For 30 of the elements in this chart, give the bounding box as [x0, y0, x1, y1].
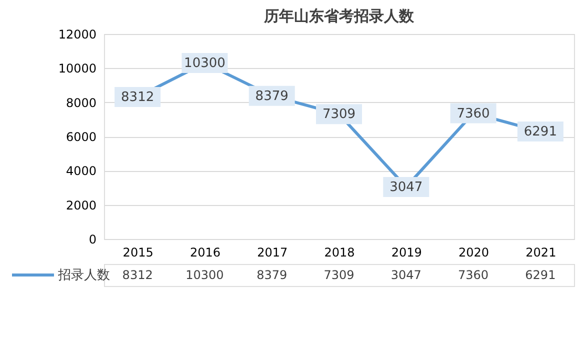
data-label: 7309	[324, 268, 354, 282]
data-label: 3047	[390, 268, 422, 282]
text: 6291	[524, 124, 557, 140]
data-label: 6291	[525, 268, 556, 282]
y-tick-label: 4000	[66, 164, 96, 178]
text: 8379	[255, 88, 288, 104]
y-tick-label: 8000	[66, 96, 96, 110]
legend-label: 招录人数	[57, 268, 110, 283]
text: 8312	[121, 90, 154, 106]
data-label: 10300	[186, 268, 224, 282]
x-tick-label: 2016	[190, 246, 220, 260]
x-tick-label: 2015	[122, 246, 154, 260]
x-tick-label: 2021	[526, 246, 556, 260]
text: 7309	[322, 107, 356, 122]
x-tick-label: 2020	[458, 246, 490, 260]
data-label: 8312	[122, 268, 153, 282]
y-tick-label: 0	[88, 232, 96, 246]
x-tick-label: 2017	[257, 246, 288, 260]
text: 10300	[184, 56, 226, 72]
y-tick-label: 2000	[66, 198, 96, 212]
x-tick-label: 2019	[391, 246, 422, 260]
chart-title: 历年山东省考招录人数	[263, 7, 415, 25]
y-tick-label: 6000	[66, 130, 96, 144]
y-tick-label: 12000	[58, 28, 96, 42]
text: 7360	[456, 106, 490, 122]
data-label: 8379	[256, 268, 288, 282]
x-tick-label: 2018	[324, 246, 355, 260]
data-label: 7360	[458, 268, 489, 282]
y-tick-label: 10000	[58, 62, 96, 76]
text: 3047	[390, 180, 423, 195]
